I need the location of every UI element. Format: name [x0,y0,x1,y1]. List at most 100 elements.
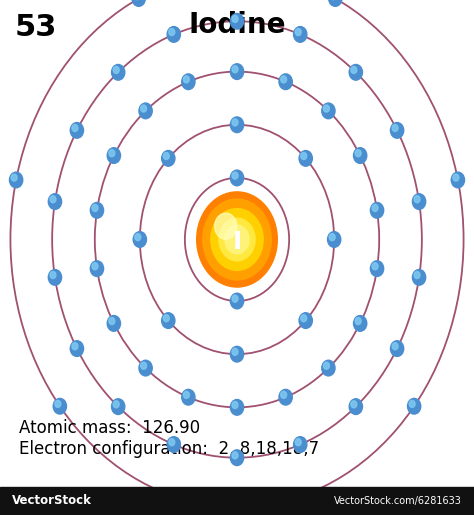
Ellipse shape [323,362,329,369]
Ellipse shape [133,232,146,247]
Ellipse shape [169,439,175,445]
Ellipse shape [281,76,287,83]
Ellipse shape [279,74,292,90]
Ellipse shape [351,66,357,74]
Ellipse shape [354,316,367,331]
Text: 53: 53 [14,13,56,42]
Ellipse shape [162,150,175,166]
Ellipse shape [48,269,62,285]
Text: VectorStock.com/6281633: VectorStock.com/6281633 [334,496,462,506]
Ellipse shape [349,64,363,80]
Ellipse shape [354,148,367,163]
Ellipse shape [230,499,244,515]
Ellipse shape [197,192,277,287]
Ellipse shape [230,64,244,79]
Ellipse shape [328,0,342,6]
Ellipse shape [370,261,383,277]
Ellipse shape [50,271,56,279]
Ellipse shape [164,315,169,322]
Ellipse shape [412,194,426,210]
Ellipse shape [92,263,98,270]
Ellipse shape [111,399,125,415]
Ellipse shape [232,452,238,459]
Text: I: I [232,230,242,254]
Ellipse shape [182,74,195,90]
Ellipse shape [182,389,195,405]
Ellipse shape [281,391,287,399]
Ellipse shape [162,313,175,329]
Ellipse shape [109,318,115,324]
Ellipse shape [183,391,189,399]
Ellipse shape [295,28,301,36]
Ellipse shape [293,27,307,42]
Ellipse shape [70,123,83,138]
Ellipse shape [11,174,17,181]
Ellipse shape [230,450,244,466]
Ellipse shape [111,64,125,80]
Ellipse shape [409,400,415,407]
Ellipse shape [232,295,238,302]
Ellipse shape [230,400,244,415]
Ellipse shape [139,360,152,376]
Ellipse shape [295,439,301,445]
Ellipse shape [232,402,238,408]
Text: Iodine: Iodine [188,11,286,39]
Ellipse shape [414,196,420,203]
Ellipse shape [50,196,56,203]
Ellipse shape [412,269,426,285]
Ellipse shape [211,209,263,270]
Ellipse shape [323,105,329,112]
Ellipse shape [230,293,244,309]
Ellipse shape [355,150,361,157]
Ellipse shape [299,313,312,329]
Ellipse shape [169,28,175,36]
Ellipse shape [328,232,341,247]
Ellipse shape [72,125,78,131]
Ellipse shape [113,66,119,74]
Text: Atomic mass:  126.90: Atomic mass: 126.90 [19,420,200,437]
Text: Electron configuration:  2, 8,18,18,7: Electron configuration: 2, 8,18,18,7 [19,440,319,458]
Ellipse shape [370,202,383,218]
Ellipse shape [451,172,465,188]
Ellipse shape [322,360,335,376]
Ellipse shape [301,152,307,160]
Ellipse shape [453,174,459,181]
Ellipse shape [232,119,238,126]
Ellipse shape [279,389,292,405]
Ellipse shape [349,399,363,415]
Ellipse shape [392,342,398,350]
Ellipse shape [230,117,244,132]
Ellipse shape [215,213,237,239]
Ellipse shape [141,105,146,112]
Ellipse shape [139,103,152,119]
Ellipse shape [70,341,83,356]
Ellipse shape [225,225,249,254]
Ellipse shape [92,204,98,212]
Text: VectorStock: VectorStock [12,494,92,507]
Ellipse shape [132,0,146,6]
Ellipse shape [9,172,23,188]
Ellipse shape [230,347,244,362]
Ellipse shape [355,318,361,324]
Ellipse shape [372,204,378,212]
Ellipse shape [219,218,255,261]
Ellipse shape [232,15,238,23]
Ellipse shape [230,170,244,186]
Ellipse shape [55,400,61,407]
Ellipse shape [301,315,307,322]
Ellipse shape [232,172,238,179]
Ellipse shape [164,152,169,160]
Ellipse shape [232,348,238,355]
Ellipse shape [183,76,189,83]
Ellipse shape [53,399,66,414]
Ellipse shape [135,234,141,241]
Ellipse shape [167,437,181,452]
Ellipse shape [391,341,404,356]
Bar [0,487,474,515]
Ellipse shape [107,316,120,331]
Ellipse shape [203,199,271,280]
Ellipse shape [408,399,421,414]
Ellipse shape [167,27,181,42]
Ellipse shape [141,362,146,369]
Ellipse shape [391,123,404,138]
